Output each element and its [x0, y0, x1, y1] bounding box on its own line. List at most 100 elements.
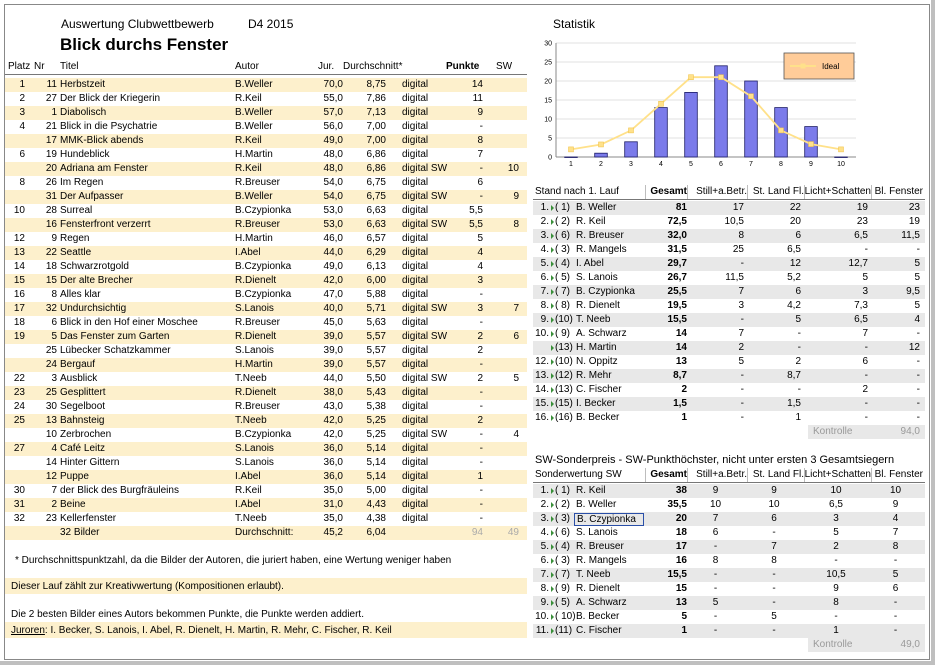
cell-punkte: - — [479, 429, 483, 440]
cell-medium: digital — [402, 107, 429, 118]
stand-row: 5. ( 4) I. Abel 29,7 - 12 12,7 5 — [533, 257, 925, 271]
cell-platz: 30 — [13, 485, 25, 496]
stand-row: 16. (16) B. Becker 1 - 1 - - — [533, 411, 925, 425]
sw-score: - — [713, 625, 718, 636]
results-row: 25 13 Bahnsteig T.Neeb 42,0 5,25 digital 2 — [5, 414, 527, 428]
cell-durchschnitt: 5,88 — [366, 289, 386, 300]
trend-arrow-icon — [551, 614, 554, 620]
stand-score: 17 — [732, 202, 744, 213]
cell-punkte: - — [479, 121, 483, 132]
cell-autor: B.Czypionka — [235, 289, 292, 300]
sw-score: - — [893, 597, 898, 608]
cell-punkte: 14 — [471, 79, 483, 90]
stand-row: 3. ( 6) R. Breuser 32,0 8 6 6,5 11,5 — [533, 229, 925, 243]
stand-col-4: Licht+Schatten — [804, 186, 871, 197]
sw-score: 7 — [712, 513, 719, 524]
sw-name: R. Breuser — [576, 541, 624, 552]
trend-arrow-icon — [551, 331, 554, 337]
cell-medium: digital — [402, 317, 429, 328]
stand-prev-rank: (10) — [555, 356, 573, 367]
stand-row: 15. (15) I. Becker 1,5 - 1,5 - - — [533, 397, 925, 411]
sw-row: 3. ( 3) B. Czypionka 20 7 6 3 4 — [533, 512, 925, 526]
cell-nr: 2 — [51, 499, 57, 510]
stand-name: I. Abel — [576, 258, 604, 269]
stand-gesamt: 19,5 — [667, 300, 687, 311]
cell-titel: der Blick des Burgfräuleins — [60, 485, 179, 496]
cell-autor: B.Weller — [235, 121, 273, 132]
trend-arrow-icon — [551, 317, 554, 323]
sw-score: - — [772, 625, 776, 636]
sw-rank: 9. — [540, 597, 549, 608]
sw-score: 2 — [833, 541, 839, 552]
cell-sw: 10 — [507, 163, 519, 174]
cell-platz: 15 — [13, 275, 25, 286]
chart-x-tick-label: 10 — [837, 161, 845, 168]
results-row: 24 30 Segelboot R.Breuser 43,0 5,38 digital - — [5, 400, 527, 414]
stand-score: 12 — [789, 258, 801, 269]
cell-jur: 42,0 — [323, 429, 343, 440]
chart-ideal-marker — [568, 146, 574, 153]
stand-score: 19 — [908, 216, 920, 227]
trend-arrow-icon — [551, 233, 554, 239]
sw-prev-rank: ( 3) — [555, 555, 570, 566]
stand-row: 2. ( 2) R. Keil 72,5 10,5 20 23 19 — [533, 215, 925, 229]
cell-jur: 38,0 — [323, 387, 343, 398]
cell-platz: 3 — [19, 107, 25, 118]
chart-ideal-marker — [628, 127, 634, 134]
sw-name: R. Keil — [576, 485, 606, 496]
stand-score: - — [740, 314, 744, 325]
stand-score: 8,7 — [787, 370, 801, 381]
footnote-text: * Durchschnittspunktzahl, da die Bilder … — [15, 555, 452, 566]
stand-name: R. Keil — [576, 216, 606, 227]
sw-name: B. Becker — [576, 611, 620, 622]
cell-nr: 18 — [45, 261, 57, 272]
stand-score: 22 — [789, 202, 801, 213]
cell-medium: digital — [402, 261, 429, 272]
trend-arrow-icon — [551, 530, 554, 536]
stand-score: - — [740, 258, 744, 269]
footer-avg: 6,04 — [366, 527, 386, 538]
cell-platz: 16 — [13, 289, 25, 300]
cell-autor: B.Czypionka — [235, 261, 292, 272]
stand-header-sep — [687, 185, 688, 199]
cell-titel: Café Leitz — [60, 443, 106, 454]
stand-score: 4 — [914, 314, 920, 325]
trend-arrow-icon — [551, 373, 554, 379]
chart-x-tick-label: 1 — [569, 161, 573, 168]
chart-legend-marker — [800, 63, 806, 69]
col-sw: SW — [496, 61, 513, 72]
cell-autor: I.Abel — [235, 471, 261, 482]
stand-rank: 2. — [540, 216, 549, 227]
cell-durchschnitt: 5,43 — [366, 387, 386, 398]
chart-y-tick-label: 25 — [544, 60, 552, 67]
cell-jur: 36,0 — [323, 457, 343, 468]
stand-score: - — [916, 398, 920, 409]
cell-jur: 43,0 — [323, 401, 343, 412]
stand-score: 7 — [862, 328, 868, 339]
cell-jur: 31,0 — [323, 499, 343, 510]
page-title: Blick durchs Fenster — [60, 35, 229, 54]
stand-prev-rank: ( 1) — [555, 202, 570, 213]
cell-autor: R.Keil — [235, 485, 262, 496]
stand-name: R. Breuser — [576, 230, 624, 241]
stand-score: - — [916, 412, 920, 423]
stand-score: 5 — [914, 272, 920, 283]
stand-gesamt: 29,7 — [667, 258, 687, 269]
chart-x-tick-label: 5 — [689, 161, 693, 168]
sw-score: 5 — [833, 527, 839, 538]
cell-autor: B.Weller — [235, 79, 273, 90]
cell-nr: 21 — [45, 121, 57, 132]
cell-punkte: - — [479, 387, 483, 398]
cell-autor: H.Martin — [235, 233, 273, 244]
cell-platz: 18 — [13, 317, 25, 328]
sw-score: - — [713, 541, 718, 552]
cell-jur: 53,0 — [323, 205, 343, 216]
stand-rank: 16. — [535, 412, 549, 423]
cell-jur: 70,0 — [323, 79, 343, 90]
stand-score: 25 — [732, 244, 744, 255]
cell-jur: 39,0 — [323, 345, 343, 356]
stand-prev-rank: ( 8) — [555, 300, 570, 311]
trend-arrow-icon — [551, 600, 554, 606]
rule-text: Die 2 besten Bilder eines Autors bekomme… — [11, 609, 364, 620]
cell-jur: 42,0 — [323, 415, 343, 426]
